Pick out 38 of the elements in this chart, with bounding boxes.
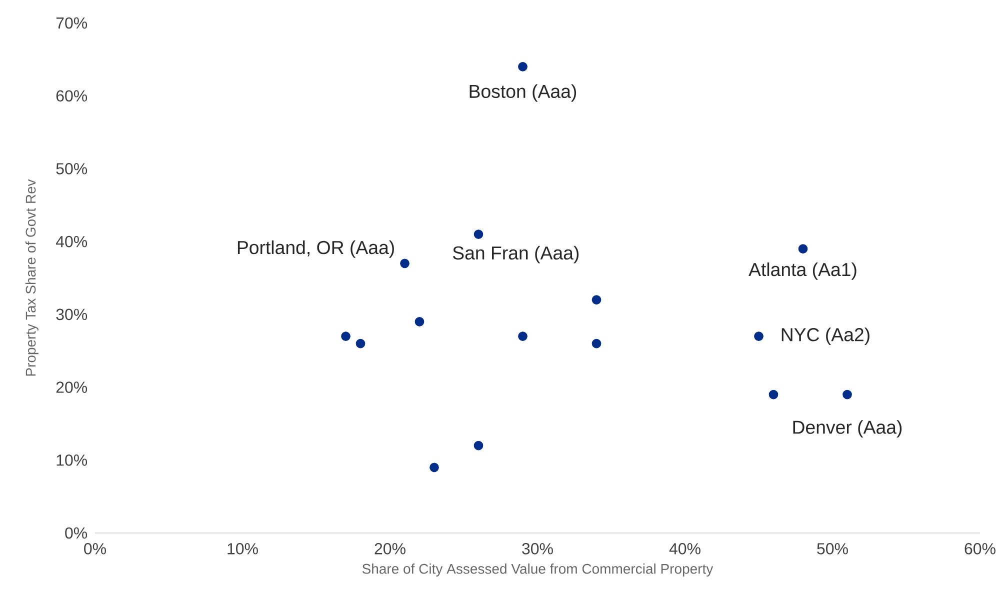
point <box>356 338 366 348</box>
point <box>592 338 602 348</box>
point <box>518 332 528 341</box>
y-tick-label: 40% <box>56 236 88 248</box>
y-tick-label: 10% <box>56 454 88 466</box>
annotation: Portland, OR (Aaa) <box>238 240 394 258</box>
y-tick-label: 70% <box>56 17 88 29</box>
x-axis-title: Share of City Assessed Value from Commercial Property <box>362 564 714 577</box>
point <box>768 390 778 400</box>
point <box>474 230 484 239</box>
point <box>414 317 424 326</box>
x-tick-label: 20% <box>374 543 406 554</box>
x-tick-label: 40% <box>669 543 700 554</box>
x-tick-label: 30% <box>522 543 553 554</box>
x-tick-label: 50% <box>817 543 848 554</box>
annotation: San Fran (Aaa) <box>452 246 579 264</box>
point <box>430 462 439 472</box>
annotation: Boston (Aaa) <box>470 84 576 102</box>
y-tick-label: 30% <box>56 308 88 320</box>
y-tick-label: 0% <box>65 527 88 539</box>
point <box>592 295 602 305</box>
point <box>341 332 350 341</box>
x-tick-label: 0% <box>84 543 106 554</box>
x-tick-label: 10% <box>228 543 258 554</box>
y-tick-label: 20% <box>56 382 88 393</box>
annotation: NYC (Aa2) <box>782 328 870 345</box>
annotation: Atlanta (Aa1) <box>748 262 856 280</box>
annotation: Denver (Aaa) <box>793 420 902 438</box>
y-tick-label: 60% <box>56 90 88 102</box>
point <box>798 244 808 254</box>
point <box>754 332 764 341</box>
y-tick-label: 50% <box>56 163 88 174</box>
point <box>400 258 410 268</box>
x-tick-label: 60% <box>964 543 996 554</box>
point <box>518 62 528 72</box>
point <box>842 390 852 400</box>
point <box>474 440 484 450</box>
y-axis-title: Property Tax Share of Govt Rev <box>25 179 38 376</box>
